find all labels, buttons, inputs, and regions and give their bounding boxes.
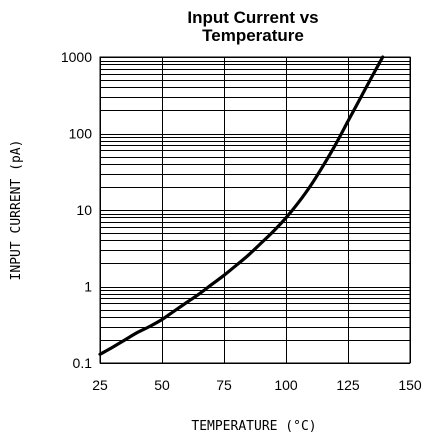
x-tick-label: 25 — [92, 377, 108, 393]
y-tick-label: 0.1 — [73, 355, 93, 371]
x-tick-label: 100 — [274, 377, 298, 393]
chart-title-line-1: Input Current vs — [187, 8, 318, 27]
x-tick-label: 150 — [398, 377, 422, 393]
x-tick-label: 75 — [216, 377, 232, 393]
x-tick-label: 50 — [154, 377, 170, 393]
y-tick-label: 1000 — [61, 49, 92, 65]
y-tick-label: 100 — [69, 126, 93, 142]
chart-title-line-2: Temperature — [202, 26, 304, 45]
x-axis-label: TEMPERATURE (°C) — [191, 419, 316, 434]
x-tick-label: 125 — [336, 377, 360, 393]
input-current-curve — [98, 55, 385, 356]
chart-tick-labels: 25 50 75 100 125 150 0.1 1 10 100 1000 — [61, 49, 422, 393]
y-tick-label: 1 — [84, 279, 92, 295]
chart-grid — [100, 57, 411, 364]
y-tick-label: 10 — [76, 202, 92, 218]
y-axis-label: INPUT CURRENT (pA) — [9, 140, 24, 281]
plot-frame — [99, 56, 411, 364]
